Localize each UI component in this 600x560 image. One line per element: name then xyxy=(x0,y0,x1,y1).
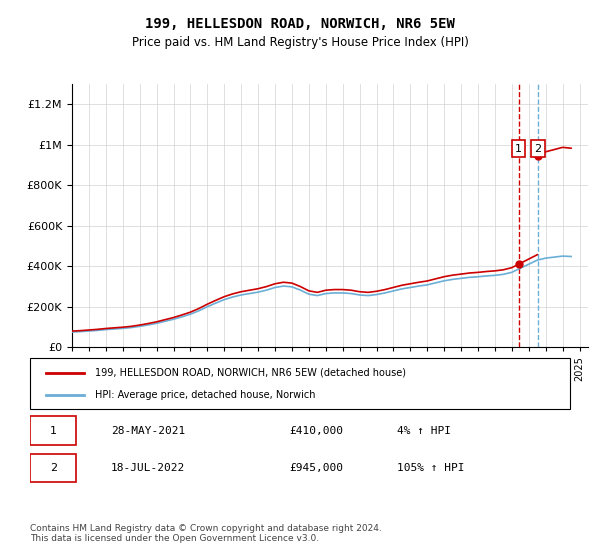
FancyBboxPatch shape xyxy=(30,416,76,445)
Text: 18-JUL-2022: 18-JUL-2022 xyxy=(111,463,185,473)
Text: Contains HM Land Registry data © Crown copyright and database right 2024.
This d: Contains HM Land Registry data © Crown c… xyxy=(30,524,382,543)
Text: 1: 1 xyxy=(515,144,522,154)
Text: 4% ↑ HPI: 4% ↑ HPI xyxy=(397,426,451,436)
Text: 199, HELLESDON ROAD, NORWICH, NR6 5EW: 199, HELLESDON ROAD, NORWICH, NR6 5EW xyxy=(145,17,455,31)
Text: 105% ↑ HPI: 105% ↑ HPI xyxy=(397,463,465,473)
Text: 28-MAY-2021: 28-MAY-2021 xyxy=(111,426,185,436)
Text: Price paid vs. HM Land Registry's House Price Index (HPI): Price paid vs. HM Land Registry's House … xyxy=(131,36,469,49)
Text: 2: 2 xyxy=(50,463,57,473)
FancyBboxPatch shape xyxy=(30,454,76,483)
Text: £945,000: £945,000 xyxy=(289,463,343,473)
Text: 199, HELLESDON ROAD, NORWICH, NR6 5EW (detached house): 199, HELLESDON ROAD, NORWICH, NR6 5EW (d… xyxy=(95,367,406,377)
Text: HPI: Average price, detached house, Norwich: HPI: Average price, detached house, Norw… xyxy=(95,390,316,400)
FancyBboxPatch shape xyxy=(30,358,570,409)
Text: 1: 1 xyxy=(50,426,57,436)
Text: £410,000: £410,000 xyxy=(289,426,343,436)
Text: 2: 2 xyxy=(535,144,541,154)
